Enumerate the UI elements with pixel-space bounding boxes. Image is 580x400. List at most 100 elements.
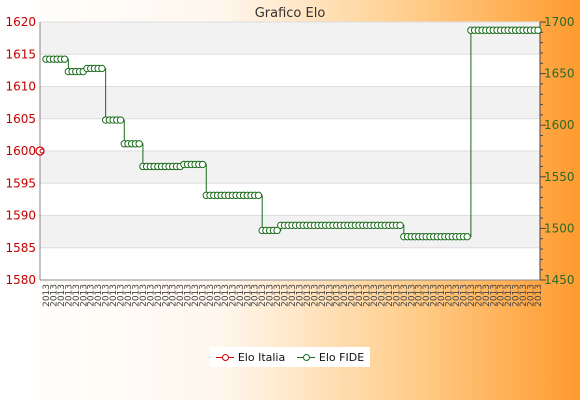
x-tick-label: 2013 [467, 284, 477, 307]
x-tick-label: 2013 [258, 284, 268, 307]
x-tick-label: 2013 [251, 284, 261, 307]
grid-band [40, 54, 540, 87]
x-tick-label: 2013 [430, 284, 440, 307]
x-tick-label: 2013 [79, 284, 89, 307]
x-tick-label: 2013 [72, 284, 82, 307]
x-tick-label: 2013 [221, 284, 231, 307]
series-elo-fide [42, 26, 542, 241]
y-left-tick-label: 1595 [5, 176, 36, 190]
y-right-tick-label: 1600 [544, 118, 575, 132]
x-tick-label: 2013 [377, 284, 387, 307]
x-tick-label: 2013 [109, 284, 119, 307]
y-left-tick-label: 1610 [5, 80, 36, 94]
data-point-elo-fide [463, 232, 471, 241]
y-left-tick-label: 1620 [5, 15, 36, 29]
data-point-elo-fide [98, 64, 106, 73]
series-elo-italia [35, 146, 45, 156]
x-tick-label: 2013 [228, 284, 238, 307]
legend: Elo Italia Elo FIDE [210, 347, 370, 367]
x-tick-label: 2013 [325, 284, 335, 307]
x-tick-label: 2013 [206, 284, 216, 307]
x-tick-label: 2013 [124, 284, 134, 307]
x-tick-label: 2013 [400, 284, 410, 307]
x-tick-label: 2013 [489, 284, 499, 307]
x-tick-label: 2013 [452, 284, 462, 307]
x-tick-label: 2013 [363, 284, 373, 307]
legend-marker-icon [215, 352, 234, 362]
data-point-elo-fide [254, 191, 263, 200]
data-point-elo-fide [396, 221, 404, 230]
x-tick-label: 2013 [176, 284, 186, 307]
data-point-elo-fide [60, 55, 69, 63]
y-left-tick-label: 1605 [5, 112, 36, 126]
grid-band [40, 22, 540, 55]
y-left-tick-label: 1600 [5, 144, 36, 158]
data-point-elo-italia-inner [39, 148, 45, 154]
x-tick-label: 2013 [445, 284, 455, 307]
x-tick-label: 2013 [303, 284, 313, 307]
x-tick-label: 2013 [482, 284, 492, 307]
x-tick-label: 2013 [102, 284, 112, 307]
x-tick-label: 2013 [42, 284, 52, 307]
x-tick-label: 2013 [266, 284, 276, 307]
x-tick-label: 2013 [333, 284, 343, 307]
x-tick-label: 2013 [415, 284, 425, 307]
x-tick-label: 2013 [512, 284, 522, 307]
data-point-elo-fide [534, 26, 542, 34]
y-right-tick-label: 1500 [544, 221, 575, 235]
x-tick-label: 2013 [191, 284, 201, 307]
x-tick-label: 2013 [169, 284, 179, 307]
x-tick-label: 2013 [117, 284, 127, 307]
x-tick-label: 2013 [213, 284, 223, 307]
axes: 1580 1585 1590 1595 1600 1605 1610 1615 1620 1450… [5, 15, 574, 307]
chart-title: Grafico Elo [255, 6, 326, 21]
grid-band [40, 151, 540, 184]
x-tick-label: 2013 [370, 284, 380, 307]
legend-label-elo-fide: Elo FIDE [318, 350, 365, 364]
grid-band [40, 118, 540, 151]
legend-item-elo-fide[interactable]: Elo FIDE [296, 350, 365, 364]
x-tick-label: 2013 [407, 284, 417, 307]
x-tick-label: 2013 [340, 284, 350, 307]
y-left-tick-label: 1615 [5, 47, 36, 61]
x-tick-label: 2013 [146, 284, 156, 307]
grid-bands [40, 22, 540, 280]
x-tick-label: 2013 [474, 284, 484, 307]
data-point-elo-fide [135, 140, 143, 148]
x-tick-label: 2013 [236, 284, 246, 307]
x-tick-label: 2013 [385, 284, 395, 307]
x-tick-label: 2013 [310, 284, 320, 307]
grid-band [40, 215, 540, 248]
x-tick-label: 2013 [154, 284, 164, 307]
legend-label-elo-italia: Elo Italia [237, 350, 286, 364]
x-tick-label: 2013 [281, 284, 291, 307]
x-tick-label: 2013 [139, 284, 149, 307]
y-left-tick-label: 1585 [5, 241, 36, 255]
x-tick-label: 2013 [199, 284, 209, 307]
x-tick-label: 2013 [504, 284, 514, 307]
y-left-tick-label: 1580 [5, 273, 36, 287]
y-left-tick-label: 1590 [5, 209, 36, 223]
x-tick-label: 2013 [355, 284, 365, 307]
x-tick-label: 2013 [459, 284, 469, 307]
x-tick-label: 2013 [49, 284, 59, 307]
x-tick-label: 2013 [64, 284, 74, 307]
x-tick-label: 2013 [184, 284, 194, 307]
x-tick-label: 2013 [318, 284, 328, 307]
x-tick-label: 2013 [392, 284, 402, 307]
y-right-tick-label: 1450 [544, 273, 575, 287]
legend-item-elo-italia[interactable]: Elo Italia [215, 350, 286, 364]
legend-marker-icon [296, 352, 315, 362]
x-tick-label: 2013 [94, 284, 104, 307]
data-point-elo-fide [273, 226, 281, 235]
x-tick-label: 2013 [422, 284, 432, 307]
x-tick-label: 2013 [534, 284, 544, 307]
x-tick-label: 2013 [519, 284, 529, 307]
x-tick-label: 2013 [131, 284, 141, 307]
grid-band [40, 86, 540, 119]
x-tick-label: 2013 [273, 284, 283, 307]
x-tick-label: 2013 [161, 284, 171, 307]
x-tick-label: 2013 [437, 284, 447, 307]
